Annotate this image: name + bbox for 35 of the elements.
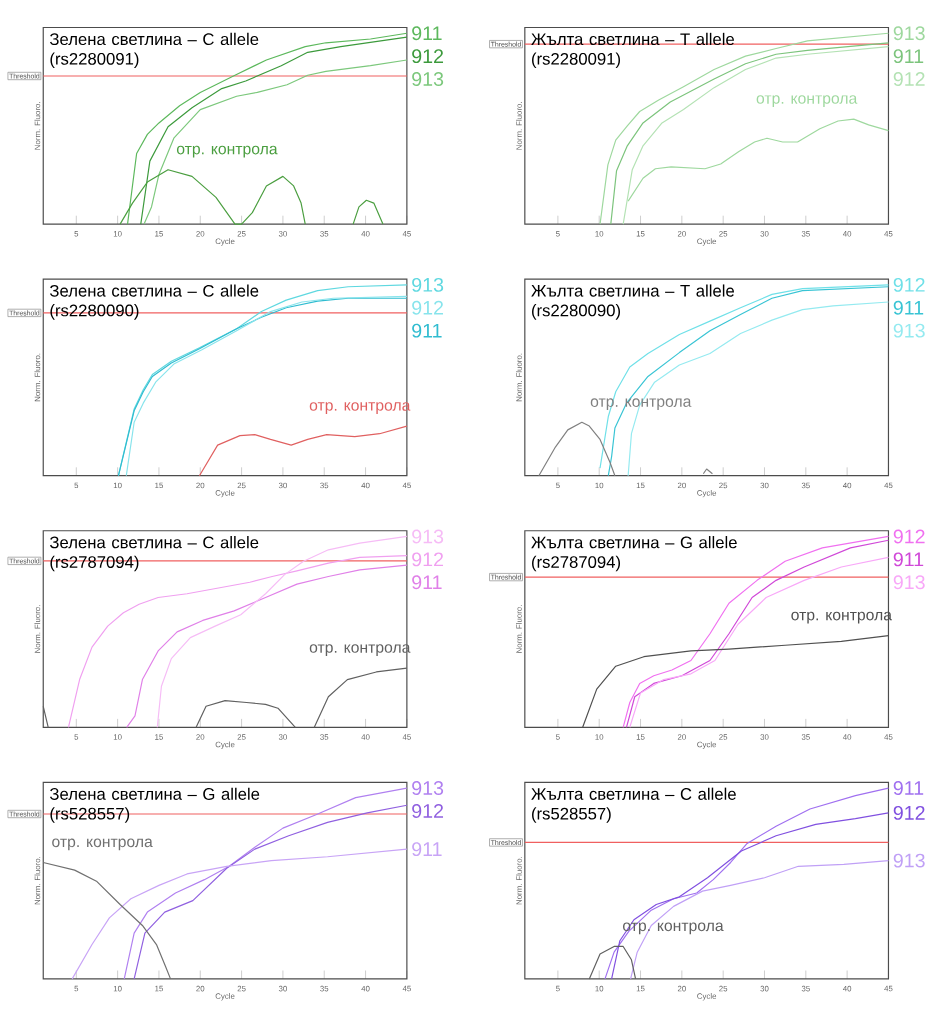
series-label: 912 (411, 49, 443, 64)
series-label: 912 (893, 72, 925, 86)
series-label: отр. контрола (51, 838, 153, 851)
series-label: 912 (411, 552, 443, 567)
series-label: 912 (893, 805, 925, 820)
series-label: отр. контрола (176, 145, 278, 158)
series-label: 912 (411, 300, 443, 315)
series-label: 911 (893, 300, 923, 315)
series-label: 911 (893, 781, 924, 796)
series-label: 913 (411, 72, 443, 86)
series-label: 913 (893, 853, 925, 868)
series-label: 913 (893, 575, 925, 590)
series-label: 913 (411, 529, 443, 544)
series-label: 913 (893, 323, 925, 338)
series-label: 913 (411, 781, 443, 796)
series-label: 911 (411, 323, 442, 338)
series-label: 912 (893, 277, 925, 292)
series-label: 911 (411, 26, 442, 41)
series-label: 911 (411, 575, 442, 590)
text: Зелена светлина – G allele (rs528557) (49, 787, 260, 823)
text: Жълта светлина – G allele (rs2787094) (531, 536, 737, 572)
text: Зелена светлина – C allele (rs2787094) (49, 536, 259, 572)
series-label: 911 (893, 552, 924, 567)
series-label: 913 (411, 277, 443, 292)
series-label: 912 (893, 529, 925, 544)
series-label: 911 (893, 49, 924, 64)
series-label: 913 (893, 26, 925, 41)
series-label: 911 (411, 842, 442, 857)
text: Зелена светлина – C allele (rs2280090) (49, 284, 259, 320)
text: Жълта светлина – T allele (rs2280090) (531, 284, 734, 320)
text: Жълта светлина – C allele (rs528557) (531, 787, 736, 823)
series-label: 912 (411, 804, 443, 818)
series-label: отр. контрола (756, 95, 858, 107)
text: Жълта светлина – T allele (rs2280091) (531, 32, 734, 69)
text: Зелена светлина – C allele (rs2280091) (49, 32, 259, 69)
